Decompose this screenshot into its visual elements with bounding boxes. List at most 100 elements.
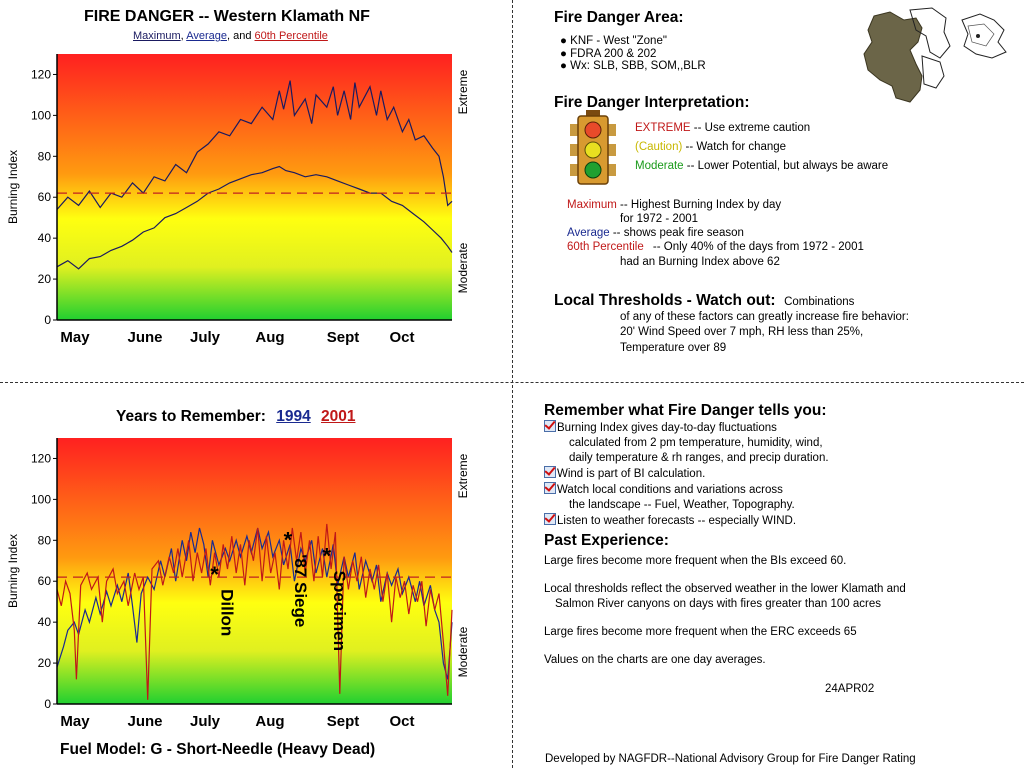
y-tick-label: 100 <box>31 108 51 122</box>
y-tick-label: 40 <box>38 615 52 629</box>
remember-item: calculated from 2 pm temperature, humidi… <box>569 437 823 449</box>
remember-item: Listen to weather forecasts -- especiall… <box>544 513 829 529</box>
area-heading: Fire Danger Area: <box>554 9 684 26</box>
series-line <box>56 523 453 700</box>
annotation-label: '87 Siege <box>291 554 310 627</box>
horizontal-divider <box>0 382 1024 383</box>
interp-row-moderate: Moderate -- Lower Potential, but always … <box>635 160 888 172</box>
y-tick-label: 60 <box>38 190 52 204</box>
checkbox-icon <box>544 420 556 432</box>
bottom-chart: 0 20 40 60 80 100 120 May June July Aug Sept Oct * Dil… <box>6 438 470 730</box>
area-map-icon <box>863 7 1007 103</box>
area-bullets: ● KNF - West "Zone" ● FDRA 200 & 202 ● W… <box>560 35 706 73</box>
right-label-moderate: Moderate <box>456 242 470 293</box>
checkbox-icon <box>544 513 556 525</box>
annotation-label: Dillon <box>218 589 237 636</box>
thresholds-line: Temperature over 89 <box>620 342 727 354</box>
top-chart-subtitle: Maximum, Average, and 60th Percentile <box>133 30 328 42</box>
subtitle-sep1: , <box>180 30 187 42</box>
interpretation-heading: Fire Danger Interpretation: <box>554 94 750 111</box>
area-bullet: ● KNF - West "Zone" <box>560 35 667 47</box>
x-tick-label: July <box>190 713 221 730</box>
traffic-light-icon <box>570 110 616 185</box>
fuel-model-caption: Fuel Model: G - Short-Needle (Heavy Dead… <box>60 741 376 758</box>
thresholds-lead: Combinations <box>784 296 855 308</box>
past-p3: Large fires become more frequent when th… <box>544 626 857 638</box>
thresholds-line: 20' Wind Speed over 7 mph, RH less than … <box>620 326 864 338</box>
series-line <box>56 165 453 270</box>
subtitle-percentile: 60th Percentile <box>254 30 328 42</box>
year-2001-label: 2001 <box>321 408 356 425</box>
interp-desc-caution: -- Watch for change <box>685 141 787 153</box>
interp-key-extreme: EXTREME <box>635 122 691 134</box>
y-tick-label: 120 <box>31 451 51 465</box>
area-bullet: ● Wx: SLB, SBB, SOM,,BLR <box>560 60 706 72</box>
y-tick-label: 0 <box>44 697 51 711</box>
remember-heading: Remember what Fire Danger tells you: <box>544 402 827 419</box>
remember-item: Watch local conditions and variations ac… <box>544 482 829 498</box>
note-percentile-2: had an Burning Index above 62 <box>620 256 780 268</box>
top-chart-title: FIRE DANGER -- Western Klamath NF <box>84 8 370 25</box>
x-tick-label: Sept <box>327 713 360 730</box>
right-label-extreme: Extreme <box>456 69 470 114</box>
x-tick-label: Oct <box>389 329 414 346</box>
interp-row-caution: (Caution) -- Watch for change <box>635 141 786 153</box>
past-heading: Past Experience: <box>544 532 669 549</box>
y-axis-label: Burning Index <box>6 150 20 224</box>
plot-background <box>57 438 452 704</box>
y-tick-label: 120 <box>31 67 51 81</box>
y-tick-label: 0 <box>44 313 51 327</box>
y-tick-label: 40 <box>38 231 52 245</box>
subtitle-sep2: , and <box>226 30 255 42</box>
x-tick-label: Aug <box>255 329 284 346</box>
bottom-chart-title-prefix: Years to Remember: <box>116 408 266 425</box>
note-average: Average -- shows peak fire season <box>567 227 744 239</box>
note-percentile: 60th Percentile -- Only 40% of the days … <box>567 241 864 253</box>
x-tick-label: May <box>60 329 90 346</box>
plot-background <box>57 54 452 320</box>
footer-credit: Developed by NAGFDR--National Advisory G… <box>545 753 916 765</box>
x-tick-label: May <box>60 713 90 730</box>
right-label-moderate: Moderate <box>456 626 470 677</box>
annotation-label: Specimen <box>330 571 349 651</box>
remember-list: Burning Index gives day-to-day fluctuati… <box>544 420 829 529</box>
date-stamp: 24APR02 <box>825 683 875 695</box>
y-tick-label: 80 <box>38 533 52 547</box>
y-tick-label: 60 <box>38 574 52 588</box>
area-bullet: ● FDRA 200 & 202 <box>560 47 657 60</box>
x-tick-label: June <box>127 329 162 346</box>
x-tick-label: July <box>190 329 221 346</box>
x-tick-label: Sept <box>327 329 360 346</box>
y-tick-label: 20 <box>38 272 52 286</box>
vertical-divider <box>512 0 513 768</box>
x-tick-label: June <box>127 713 162 730</box>
top-chart: 0 20 40 60 80 100 120 May June July Aug Sept Oct Burn… <box>6 54 470 346</box>
annotation-marker: * <box>323 544 332 569</box>
y-tick-label: 20 <box>38 656 52 670</box>
interp-key-moderate: Moderate <box>635 160 684 172</box>
y-axis-label: Burning Index <box>6 534 20 608</box>
interp-row-extreme: EXTREME -- Use extreme caution <box>635 122 810 134</box>
note-maximum: Maximum -- Highest Burning Index by day <box>567 199 782 211</box>
past-p2a: Local thresholds reflect the observed we… <box>544 583 906 595</box>
checkbox-icon <box>544 466 556 478</box>
remember-item: the landscape -- Fuel, Weather, Topograp… <box>569 499 795 511</box>
y-tick-label: 100 <box>31 492 51 506</box>
remember-item: Wind is part of BI calculation. <box>544 466 829 482</box>
x-tick-label: Aug <box>255 713 284 730</box>
bottom-chart-title: Years to Remember: 1994 2001 <box>116 408 356 426</box>
past-p2b: Salmon River canyons on days with fires … <box>555 598 881 610</box>
year-1994-label: 1994 <box>276 408 311 425</box>
remember-item: daily temperature & rh ranges, and preci… <box>569 452 829 464</box>
subtitle-maximum: Maximum <box>133 30 181 42</box>
annotation-marker: * <box>284 527 293 552</box>
annotation-marker: * <box>210 562 219 587</box>
note-maximum-2: for 1972 - 2001 <box>620 213 699 225</box>
thresholds-heading-row: Local Thresholds - Watch out: Combinatio… <box>554 292 854 310</box>
interp-key-caution: (Caution) <box>635 141 683 153</box>
right-label-extreme: Extreme <box>456 453 470 498</box>
checkbox-icon <box>544 482 556 494</box>
past-p4: Values on the charts are one day average… <box>544 654 766 666</box>
thresholds-heading: Local Thresholds - Watch out: <box>554 292 776 309</box>
thresholds-line: of any of these factors can greatly incr… <box>620 311 909 323</box>
